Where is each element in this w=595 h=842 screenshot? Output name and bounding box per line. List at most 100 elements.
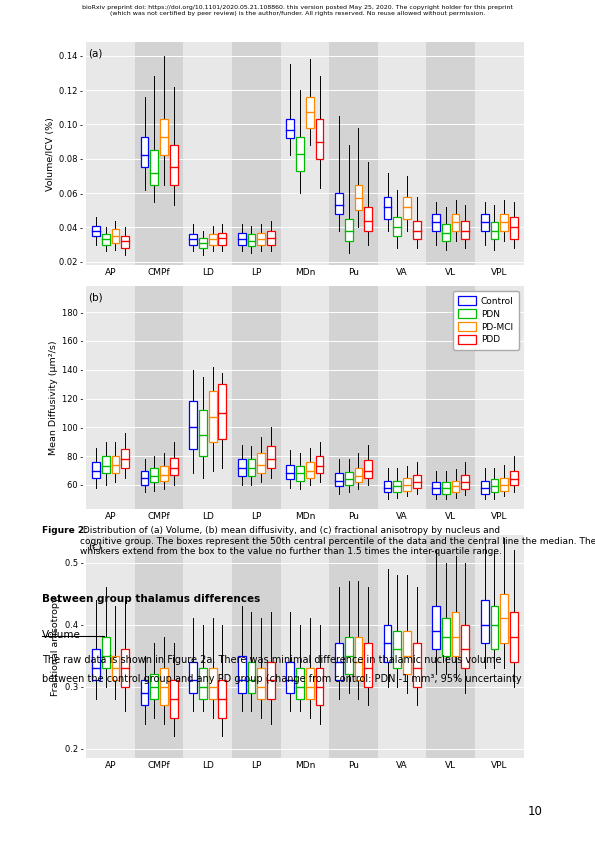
Bar [481, 481, 488, 493]
Text: Volume: Volume [42, 630, 80, 640]
Bar [306, 97, 314, 128]
Bar [364, 643, 372, 686]
Text: (c): (c) [89, 541, 102, 552]
Bar [475, 535, 524, 758]
Bar [267, 662, 275, 699]
Bar [232, 286, 281, 509]
Bar [315, 668, 324, 705]
Bar [135, 286, 183, 509]
Bar [500, 477, 508, 491]
Bar [170, 457, 178, 475]
Bar [111, 656, 120, 680]
Bar [238, 459, 246, 477]
Bar [500, 594, 508, 643]
Bar [510, 612, 518, 662]
Bar [102, 637, 109, 668]
Bar [86, 286, 135, 509]
Bar [121, 236, 129, 248]
Bar [329, 286, 378, 509]
Bar [170, 145, 178, 184]
Bar [121, 449, 129, 467]
Bar [121, 649, 129, 686]
Bar [490, 606, 499, 649]
Bar [111, 229, 120, 242]
Bar [92, 226, 100, 236]
Bar [199, 668, 207, 699]
Bar [183, 535, 232, 758]
Bar [92, 462, 100, 477]
Bar [315, 456, 324, 473]
Bar [286, 465, 295, 479]
Bar [384, 481, 392, 492]
Bar [475, 42, 524, 265]
Bar [296, 136, 304, 171]
Bar [432, 606, 440, 649]
Bar [413, 643, 421, 686]
Bar [160, 466, 168, 481]
Bar [92, 649, 100, 680]
Bar [364, 461, 372, 477]
Bar [102, 234, 109, 245]
Bar [345, 472, 353, 485]
Bar [218, 232, 226, 245]
Bar [257, 453, 265, 473]
Text: Figure 2:: Figure 2: [42, 526, 87, 536]
Bar [135, 42, 183, 265]
Bar [393, 217, 401, 236]
Text: The raw data is shown in Figure 2a. There was minimal difference in thalamic nuc: The raw data is shown in Figure 2a. Ther… [42, 655, 501, 665]
Bar [490, 479, 499, 492]
Bar [427, 535, 475, 758]
Bar [86, 42, 135, 265]
Bar [199, 410, 207, 456]
Bar [160, 668, 168, 705]
Bar [102, 456, 109, 473]
Y-axis label: Volume/ICV (%): Volume/ICV (%) [46, 117, 55, 190]
Text: (which was not certified by peer review) is the author/funder. All rights reserv: (which was not certified by peer review)… [110, 11, 485, 16]
Bar [281, 286, 329, 509]
Bar [183, 42, 232, 265]
Bar [442, 618, 450, 656]
Bar [151, 150, 158, 184]
Bar [355, 637, 362, 680]
Bar [461, 221, 469, 239]
Bar [248, 234, 255, 247]
Bar [306, 462, 314, 477]
Bar [286, 662, 295, 693]
Bar [481, 600, 488, 643]
Bar [378, 42, 427, 265]
Bar [306, 668, 314, 699]
Bar [475, 286, 524, 509]
Bar [257, 668, 265, 699]
Bar [257, 232, 265, 245]
Bar [403, 631, 411, 674]
Text: (a): (a) [89, 49, 103, 59]
Bar [151, 467, 158, 482]
Bar [427, 286, 475, 509]
Bar [461, 625, 469, 668]
Bar [232, 42, 281, 265]
Bar [189, 662, 197, 693]
Bar [329, 42, 378, 265]
Bar [209, 392, 217, 442]
Bar [452, 612, 459, 656]
Bar [296, 466, 304, 481]
Bar [140, 136, 149, 168]
Bar [345, 219, 353, 241]
Bar [432, 214, 440, 231]
Bar [355, 467, 362, 482]
Bar [315, 120, 324, 159]
Bar [510, 471, 518, 485]
Text: (b): (b) [89, 293, 103, 303]
Bar [189, 234, 197, 245]
Bar [267, 231, 275, 245]
Bar [393, 631, 401, 668]
Bar [286, 120, 295, 138]
Bar [378, 286, 427, 509]
Legend: Control, PDN, PD-MCI, PDD: Control, PDN, PD-MCI, PDD [453, 290, 519, 349]
Bar [140, 471, 149, 485]
Bar [189, 402, 197, 449]
Text: 10: 10 [528, 806, 543, 818]
Text: Distribution of (a) Volume, (b) mean diffusivity, and (c) fractional anisotropy : Distribution of (a) Volume, (b) mean dif… [80, 526, 595, 556]
Bar [384, 625, 392, 662]
Bar [281, 535, 329, 758]
